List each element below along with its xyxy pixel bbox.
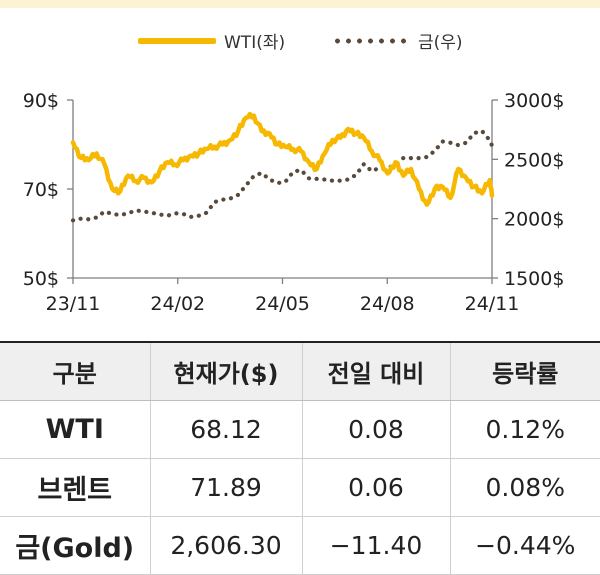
x-tick-label: 24/11 bbox=[465, 293, 520, 315]
wti-series bbox=[70, 111, 495, 207]
axis-labels: 90$ 70$ 50$ 3000$ 2500$ 2000$ 1500$ 23/11 24/02 2… bbox=[23, 90, 565, 315]
row-change: 0.06 bbox=[301, 458, 450, 517]
table-header-row: 구분 현재가($) 전일 대비 등락률 bbox=[0, 341, 600, 401]
row-rate: 0.12% bbox=[449, 400, 600, 459]
header-rate: 등락률 bbox=[449, 341, 600, 401]
x-tick-label: 23/11 bbox=[46, 293, 101, 315]
gold-series bbox=[70, 128, 495, 223]
header-change: 전일 대비 bbox=[301, 341, 450, 401]
y-left-tick-label: 90$ bbox=[23, 90, 59, 112]
x-tick-label: 24/05 bbox=[255, 293, 310, 315]
table-row-gold: 금(Gold) 2,606.30 −11.40 −0.44% bbox=[0, 516, 600, 575]
y-left-tick-label: 50$ bbox=[23, 268, 59, 290]
price-table: 구분 현재가($) 전일 대비 등락률 WTI 68.12 0.08 0.12%… bbox=[0, 341, 600, 575]
legend-item-gold: 금(우) bbox=[332, 28, 463, 53]
row-price: 68.12 bbox=[149, 400, 302, 459]
table-row-wti: WTI 68.12 0.08 0.12% bbox=[0, 400, 600, 459]
legend-swatch-wti bbox=[138, 37, 216, 44]
header-category: 구분 bbox=[0, 341, 150, 401]
top-accent-bar bbox=[0, 0, 600, 8]
row-label: 금(Gold) bbox=[0, 516, 150, 575]
wti-line bbox=[70, 111, 495, 207]
x-tick-label: 24/02 bbox=[150, 293, 205, 315]
legend-label-wti: WTI(좌) bbox=[224, 33, 286, 53]
row-rate: 0.08% bbox=[449, 458, 600, 517]
row-price: 2,606.30 bbox=[149, 516, 302, 575]
legend-label-gold: 금(우) bbox=[418, 33, 463, 53]
y-left-tick-label: 70$ bbox=[23, 179, 59, 201]
row-label: WTI bbox=[0, 400, 150, 459]
row-price: 71.89 bbox=[149, 458, 302, 517]
y-right-tick-label: 3000$ bbox=[504, 90, 564, 112]
row-change: 0.08 bbox=[301, 400, 450, 459]
row-change: −11.40 bbox=[301, 516, 450, 575]
legend-swatch-gold bbox=[332, 37, 410, 44]
x-tick-label: 24/08 bbox=[360, 293, 415, 315]
gold-line bbox=[70, 128, 495, 223]
legend-item-wti: WTI(좌) bbox=[138, 28, 285, 53]
table-row-brent: 브렌트 71.89 0.06 0.08% bbox=[0, 458, 600, 517]
oil-gold-line-chart: 90$ 70$ 50$ 3000$ 2500$ 2000$ 1500$ 23/11 24/02 2… bbox=[23, 90, 565, 315]
y-right-tick-label: 2000$ bbox=[504, 209, 564, 231]
chart-axes bbox=[67, 99, 498, 284]
y-right-tick-label: 2500$ bbox=[504, 149, 564, 171]
row-label: 브렌트 bbox=[0, 458, 150, 517]
row-rate: −0.44% bbox=[449, 516, 600, 575]
header-price: 현재가($) bbox=[149, 341, 302, 401]
y-right-tick-label: 1500$ bbox=[504, 268, 564, 290]
chart-legend: WTI(좌) 금(우) bbox=[0, 28, 600, 58]
